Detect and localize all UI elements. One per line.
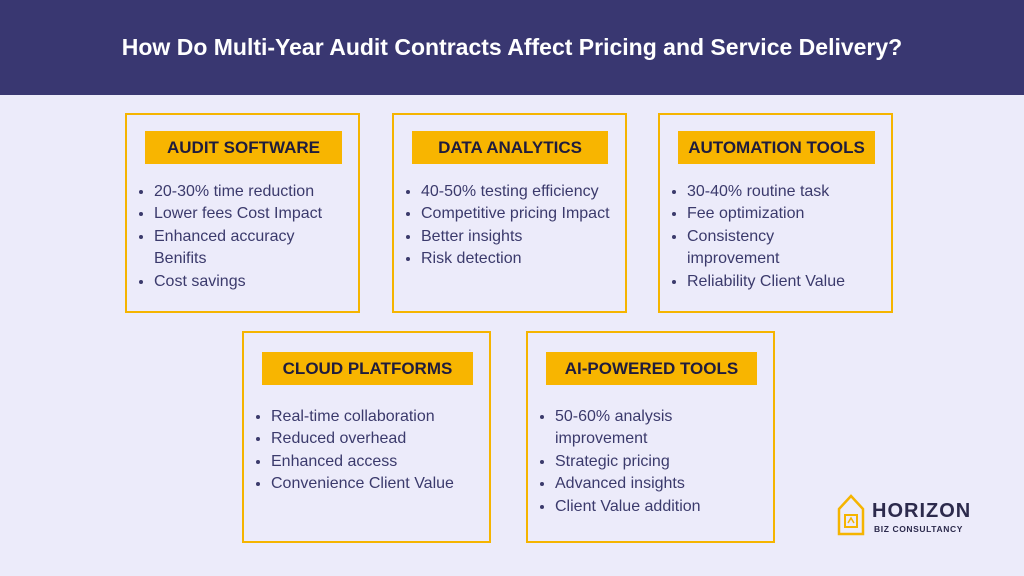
card: AUTOMATION TOOLS 30-40% routine taskFee o… — [658, 113, 893, 313]
list-item: Fee optimization — [687, 203, 867, 225]
list-item: Competitive pricing Impact — [421, 203, 621, 225]
list-item: Enhanced accuracy Benifits — [154, 226, 339, 271]
list-item: Client Value addition — [555, 496, 755, 518]
item-list: 20-30% time reductionLower fees Cost Imp… — [137, 181, 339, 293]
list-item: Reliability Client Value — [687, 271, 867, 293]
card: AI-POWERED TOOLS 50-60% analysis improvem… — [526, 331, 775, 543]
logo-name: HORIZON — [872, 500, 972, 522]
item-list: 40-50% testing efficiencyCompetitive pri… — [404, 181, 621, 271]
list-item: Convenience Client Value — [271, 473, 486, 495]
list-item: Enhanced access — [271, 451, 486, 473]
item-list: 50-60% analysis improvementStrategic pri… — [538, 406, 755, 518]
card-title: AI-POWERED TOOLS — [546, 352, 757, 385]
list-item: 30-40% routine task — [687, 181, 867, 203]
card: DATA ANALYTICS 40-50% testing efficiencyC… — [392, 113, 627, 313]
list-item: Cost savings — [154, 271, 339, 293]
list-item: Real-time collaboration — [271, 406, 486, 428]
item-list: 30-40% routine taskFee optimizationConsi… — [670, 181, 867, 293]
list-item: Better insights — [421, 226, 621, 248]
list-item: 50-60% analysis improvement — [555, 406, 755, 451]
list-item: Lower fees Cost Impact — [154, 203, 339, 225]
card-title: AUTOMATION TOOLS — [678, 131, 875, 164]
list-item: Risk detection — [421, 248, 621, 270]
card-title: AUDIT SOFTWARE — [145, 131, 342, 164]
card: CLOUD PLATFORMS Real-time collaborationRe… — [242, 331, 491, 543]
logo-icon — [837, 494, 865, 536]
card: AUDIT SOFTWARE 20-30% time reductionLower… — [125, 113, 360, 313]
list-item: Strategic pricing — [555, 451, 755, 473]
list-item: Advanced insights — [555, 473, 755, 495]
list-item: Consistency improvement — [687, 226, 867, 271]
card-title: DATA ANALYTICS — [412, 131, 608, 164]
list-item: Reduced overhead — [271, 428, 486, 450]
logo-tagline: BIZ CONSULTANCY — [874, 524, 963, 534]
card-title: CLOUD PLATFORMS — [262, 352, 473, 385]
header: How Do Multi-Year Audit Contracts Affect… — [0, 0, 1024, 95]
list-item: 20-30% time reduction — [154, 181, 339, 203]
list-item: 40-50% testing efficiency — [421, 181, 621, 203]
item-list: Real-time collaborationReduced overheadE… — [254, 406, 486, 496]
